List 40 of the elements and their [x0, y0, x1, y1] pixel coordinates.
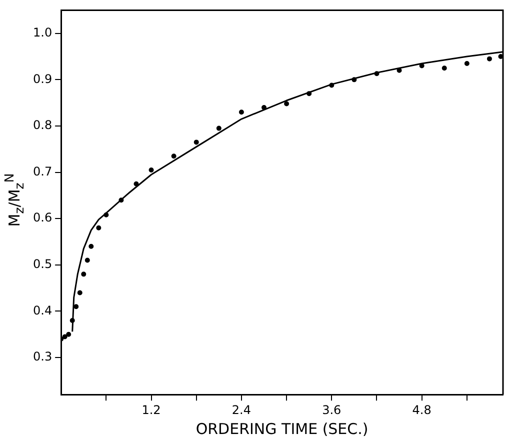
point	[238, 110, 244, 115]
point	[329, 82, 334, 88]
point	[104, 212, 109, 218]
y-tick-label: 0.4	[32, 303, 52, 318]
point	[88, 244, 94, 249]
y-tick-label: 0.3	[32, 350, 52, 364]
x-tick-label: 3.6	[322, 402, 342, 417]
point	[118, 198, 124, 203]
point	[216, 126, 222, 131]
x-axis-title: ORDERING TIME (SEC.)	[196, 420, 368, 438]
point	[464, 60, 470, 66]
point	[81, 272, 86, 277]
point	[66, 332, 72, 337]
x-tick-label: 4.8	[412, 402, 432, 417]
point	[74, 304, 79, 310]
point	[134, 181, 139, 186]
point	[148, 167, 154, 172]
point	[262, 104, 267, 110]
point	[352, 77, 357, 82]
y-tick-label: 1.0	[32, 25, 52, 40]
x-tick-label: 2.4	[232, 402, 252, 417]
point	[96, 225, 102, 230]
point	[284, 101, 290, 106]
y-tick-label: 0.6	[32, 210, 52, 225]
point	[306, 91, 312, 96]
y-tick-label: 0.9	[32, 72, 52, 86]
x-tick-label: 1.2	[142, 402, 161, 417]
y-tick-label: 0.5	[32, 257, 52, 272]
point	[486, 56, 492, 62]
point	[70, 318, 75, 323]
point	[194, 140, 199, 145]
point	[442, 66, 447, 71]
point	[62, 334, 68, 340]
y-tick-label: 0.8	[32, 118, 52, 132]
y-tick-label: 0.7	[32, 164, 52, 178]
point	[171, 154, 176, 159]
point	[374, 71, 380, 76]
point	[498, 54, 503, 60]
point	[77, 290, 82, 296]
point	[84, 258, 90, 263]
